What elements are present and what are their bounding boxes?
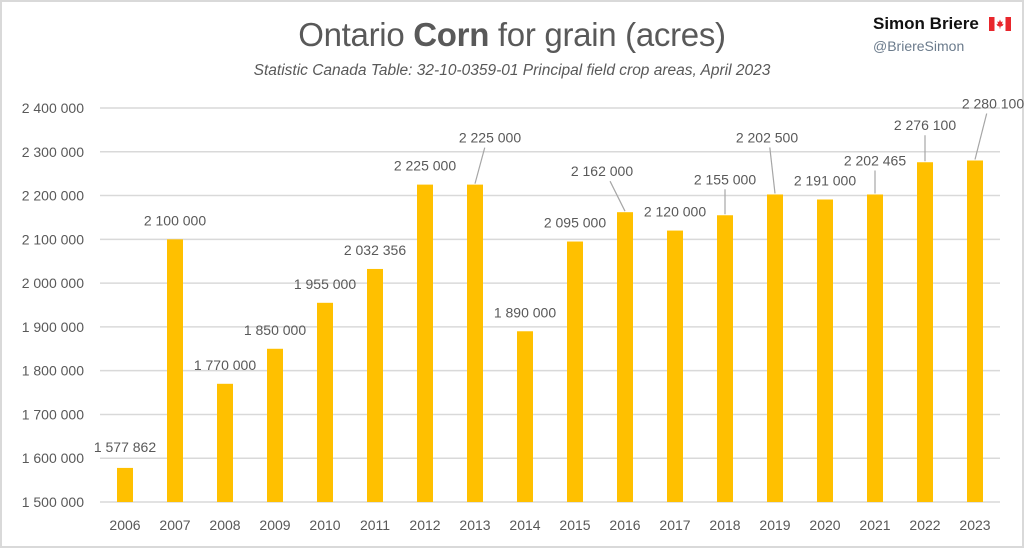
author-brand: Simon Briere @BriereSimon xyxy=(873,14,1012,54)
data-label: 1 955 000 xyxy=(294,276,356,292)
leader-line xyxy=(609,180,626,212)
data-label: 2 032 356 xyxy=(344,242,406,258)
title-part-1: Ontario xyxy=(298,16,414,53)
x-tick-label: 2014 xyxy=(509,517,540,533)
leader-lines xyxy=(474,113,988,215)
bar-2006 xyxy=(117,467,133,502)
y-tick-label: 1 700 000 xyxy=(22,406,84,422)
data-label: 1 577 862 xyxy=(94,439,156,455)
data-label: 2 155 000 xyxy=(694,171,756,187)
bars xyxy=(117,160,983,503)
data-label: 1 770 000 xyxy=(194,357,256,373)
x-tick-label: 2010 xyxy=(309,517,340,533)
x-tick-label: 2022 xyxy=(909,517,940,533)
bar-2019 xyxy=(767,194,783,502)
x-tick-label: 2015 xyxy=(559,517,590,533)
leader-line xyxy=(474,147,486,184)
y-tick-label: 1 900 000 xyxy=(22,319,84,335)
y-tick-label: 2 000 000 xyxy=(22,275,84,291)
data-label: 2 120 000 xyxy=(644,204,706,220)
y-axis: 1 500 000 1 600 000 1 700 000 1 800 000 1 90… xyxy=(22,100,84,510)
x-tick-label: 2020 xyxy=(809,517,840,533)
x-tick-label: 2012 xyxy=(409,517,440,533)
x-tick-label: 2018 xyxy=(709,517,740,533)
bar-2008 xyxy=(217,383,233,502)
bar-2021 xyxy=(867,194,883,502)
bar-2016 xyxy=(617,212,633,503)
data-label: 2 191 000 xyxy=(794,172,856,188)
bar-2011 xyxy=(367,268,383,502)
x-tick-label: 2016 xyxy=(609,517,640,533)
title-part-3: for grain (acres) xyxy=(489,16,726,53)
bar-2018 xyxy=(717,215,733,502)
x-tick-label: 2006 xyxy=(109,517,140,533)
data-label: 2 202 500 xyxy=(736,129,798,145)
chart-subtitle: Statistic Canada Table: 32-10-0359-01 Pr… xyxy=(253,62,771,79)
data-label: 1 890 000 xyxy=(494,304,556,320)
bar-2017 xyxy=(667,230,683,503)
x-tick-label: 2007 xyxy=(159,517,190,533)
data-labels: 1 577 862 2 100 000 1 770 000 1 850 000 1 95… xyxy=(94,95,1024,454)
bar-2007 xyxy=(167,239,183,503)
data-label: 2 100 000 xyxy=(144,212,206,228)
bar-2022 xyxy=(917,162,933,502)
bar-2013 xyxy=(467,184,483,502)
chart-title: Ontario Corn for grain (acres) xyxy=(0,16,1024,54)
y-tick-label: 2 400 000 xyxy=(22,100,84,116)
y-tick-label: 1 800 000 xyxy=(22,363,84,379)
bar-2014 xyxy=(517,331,533,502)
bar-2012 xyxy=(417,184,433,502)
leader-line xyxy=(974,113,988,160)
x-tick-label: 2009 xyxy=(259,517,290,533)
y-tick-label: 1 500 000 xyxy=(22,494,84,510)
bar-2015 xyxy=(567,241,583,502)
y-tick-label: 2 200 000 xyxy=(22,188,84,204)
title-part-bold: Corn xyxy=(413,16,490,53)
bar-2009 xyxy=(267,348,283,502)
data-label: 2 225 000 xyxy=(459,130,521,146)
data-label: 2 225 000 xyxy=(394,158,456,174)
x-tick-label: 2013 xyxy=(459,517,490,533)
author-handle: @BriereSimon xyxy=(873,38,965,54)
x-tick-label: 2019 xyxy=(759,517,790,533)
data-label: 2 095 000 xyxy=(544,215,606,231)
data-label: 2 162 000 xyxy=(571,163,633,179)
bar-2010 xyxy=(317,302,333,502)
gridlines xyxy=(100,107,1000,503)
x-tick-label: 2011 xyxy=(360,517,390,533)
author-name: Simon Briere xyxy=(873,14,979,33)
bar-2023 xyxy=(967,160,983,502)
y-tick-label: 1 600 000 xyxy=(22,450,84,466)
x-tick-label: 2017 xyxy=(659,517,690,533)
canada-flag-icon xyxy=(989,17,1012,31)
data-label: 2 276 100 xyxy=(894,117,956,133)
leader-line xyxy=(769,147,776,194)
y-tick-label: 2 300 000 xyxy=(22,144,84,160)
bar-2020 xyxy=(817,199,833,503)
data-label: 2 280 100 xyxy=(962,95,1024,111)
x-tick-label: 2021 xyxy=(859,517,890,533)
y-tick-label: 2 100 000 xyxy=(22,231,84,247)
x-axis: 2006 2007 2008 2009 2010 2011 2012 2013 2014 2015… xyxy=(109,517,990,533)
x-tick-label: 2008 xyxy=(209,517,240,533)
data-label: 1 850 000 xyxy=(244,322,306,338)
data-label: 2 202 465 xyxy=(844,152,906,168)
x-tick-label: 2023 xyxy=(959,517,990,533)
